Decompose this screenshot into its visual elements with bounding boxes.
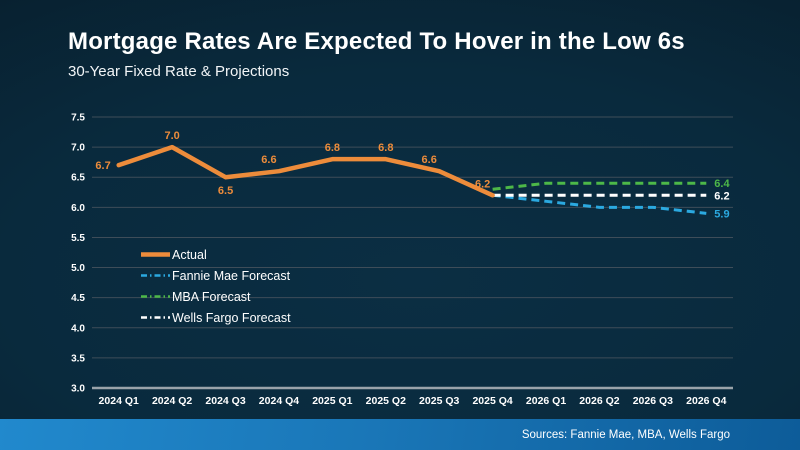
y-tick-label: 5.5 xyxy=(71,233,85,244)
y-tick-label: 5.0 xyxy=(71,263,85,274)
data-label: 6.2 xyxy=(475,178,490,190)
x-tick-label: 2024 Q2 xyxy=(152,395,192,407)
data-label: 6.6 xyxy=(261,154,276,166)
series-line-mba-forecast xyxy=(492,181,707,191)
x-tick-label: 2026 Q4 xyxy=(686,395,726,407)
end-label: 5.9 xyxy=(714,208,729,220)
data-label: 7.0 xyxy=(164,130,179,142)
legend-label: Actual xyxy=(172,247,207,262)
x-tick-label: 2025 Q1 xyxy=(312,395,352,407)
x-tick-label: 2025 Q4 xyxy=(472,395,512,407)
x-tick-label: 2025 Q3 xyxy=(419,395,459,407)
series-line-fannie-mae-forecast xyxy=(492,193,707,215)
y-tick-label: 6.5 xyxy=(71,173,85,184)
y-tick-label: 3.0 xyxy=(71,384,85,395)
y-tick-label: 4.5 xyxy=(71,293,85,304)
data-label: 6.6 xyxy=(422,154,437,166)
y-tick-label: 7.5 xyxy=(71,113,85,124)
legend-item-wells-fargo-forecast: Wells Fargo Forecast xyxy=(141,307,291,328)
x-tick-label: 2024 Q1 xyxy=(99,395,139,407)
legend-label: Wells Fargo Forecast xyxy=(172,310,291,325)
data-label: 6.8 xyxy=(378,142,393,154)
chart-legend: Actual Fannie Mae Forecast MBA Forecast Wel… xyxy=(141,244,291,328)
x-tick-label: 2024 Q3 xyxy=(205,395,245,407)
legend-swatch-wells-fargo-forecast xyxy=(141,316,170,319)
legend-label: Fannie Mae Forecast xyxy=(172,268,291,283)
x-tick-label: 2026 Q1 xyxy=(526,395,566,407)
sources-text: Sources: Fannie Mae, MBA, Wells Fargo xyxy=(521,428,730,441)
y-tick-label: 3.5 xyxy=(71,353,85,364)
legend-swatch-actual xyxy=(141,252,170,257)
x-tick-label: 2024 Q4 xyxy=(259,395,299,407)
legend-item-mba-forecast: MBA Forecast xyxy=(141,286,291,307)
y-tick-label: 6.0 xyxy=(71,203,85,214)
end-label: 6.4 xyxy=(714,178,730,190)
legend-item-fannie-mae-forecast: Fannie Mae Forecast xyxy=(141,265,291,286)
data-label: 6.8 xyxy=(325,142,340,154)
chart-title: Mortgage Rates Are Expected To Hover in … xyxy=(68,28,685,55)
data-label: 6.5 xyxy=(218,185,233,197)
legend-swatch-fannie-mae-forecast xyxy=(141,274,170,277)
end-label: 6.2 xyxy=(714,190,729,202)
legend-swatch-mba-forecast xyxy=(141,295,170,298)
x-tick-label: 2026 Q2 xyxy=(579,395,619,407)
y-tick-label: 4.0 xyxy=(71,323,85,334)
footer-bar: Sources: Fannie Mae, MBA, Wells Fargo xyxy=(0,419,800,450)
x-tick-label: 2025 Q2 xyxy=(366,395,406,407)
legend-item-actual: Actual xyxy=(141,244,291,265)
y-tick-label: 7.0 xyxy=(71,143,85,154)
x-tick-label: 2026 Q3 xyxy=(633,395,673,407)
data-label: 6.7 xyxy=(95,160,110,172)
chart-subtitle: 30-Year Fixed Rate & Projections xyxy=(68,63,290,80)
series-line-actual xyxy=(116,144,495,198)
legend-label: MBA Forecast xyxy=(172,289,251,304)
